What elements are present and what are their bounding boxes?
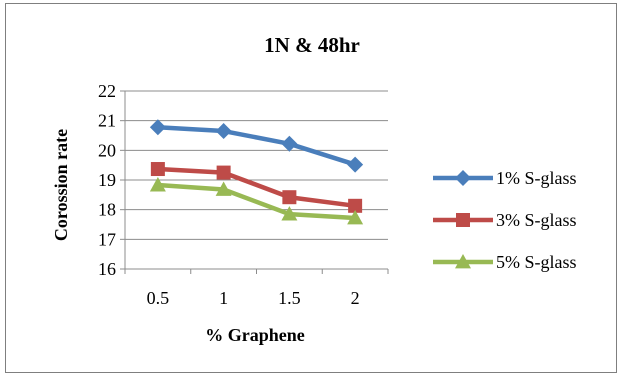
legend-item: 1% S-glass <box>433 168 577 188</box>
data-point <box>281 135 298 152</box>
y-tick-label: 20 <box>98 140 116 160</box>
legend-swatch-marker <box>455 254 471 269</box>
x-tick-label: 2 <box>351 288 360 308</box>
series-line <box>157 166 356 209</box>
legend-item: 5% S-glass <box>433 252 577 272</box>
data-point <box>282 190 297 205</box>
data-point <box>216 165 231 180</box>
x-tick-label: 0.5 <box>147 288 170 308</box>
data-point <box>215 181 232 196</box>
series-1 <box>149 119 364 173</box>
legend-label: 3% S-glass <box>496 210 577 230</box>
y-tick-label: 19 <box>98 170 116 190</box>
x-tick-labels: 0.5 1 1.5 2 <box>147 288 360 308</box>
data-point <box>149 177 166 192</box>
y-tick-label: 22 <box>98 81 116 101</box>
legend-item: 3% S-glass <box>433 210 577 230</box>
series-line <box>157 182 356 221</box>
data-point <box>281 206 298 221</box>
x-tick-label: 1.5 <box>278 288 301 308</box>
y-tick-label: 17 <box>98 229 116 249</box>
series-2 <box>150 162 363 213</box>
chart-frame <box>5 3 617 373</box>
data-point <box>348 198 363 213</box>
data-point <box>347 156 364 173</box>
legend: 1% S-glass 3% S-glass 5% S-glass <box>433 168 577 272</box>
legend-label: 5% S-glass <box>496 252 577 272</box>
axes <box>124 91 389 274</box>
series-lines <box>149 119 364 225</box>
gridlines <box>120 90 388 270</box>
x-tick-label: 1 <box>219 288 228 308</box>
y-tick-label: 16 <box>98 259 116 279</box>
legend-swatch-marker <box>455 170 471 186</box>
y-tick-label: 18 <box>98 200 116 220</box>
data-point <box>215 123 232 140</box>
y-axis-title: Corossion rate <box>51 129 71 241</box>
legend-swatch-marker <box>456 213 470 227</box>
series-line <box>157 124 356 167</box>
y-tick-labels: 16 17 18 19 20 21 22 <box>98 81 116 279</box>
x-axis-title: % Graphene <box>205 325 305 345</box>
data-point <box>347 209 364 225</box>
data-point <box>150 162 165 177</box>
y-tick-label: 21 <box>98 111 116 131</box>
legend-label: 1% S-glass <box>496 168 577 188</box>
data-point <box>149 119 166 136</box>
series-3 <box>149 177 364 225</box>
chart-title: 1N & 48hr <box>264 33 360 57</box>
